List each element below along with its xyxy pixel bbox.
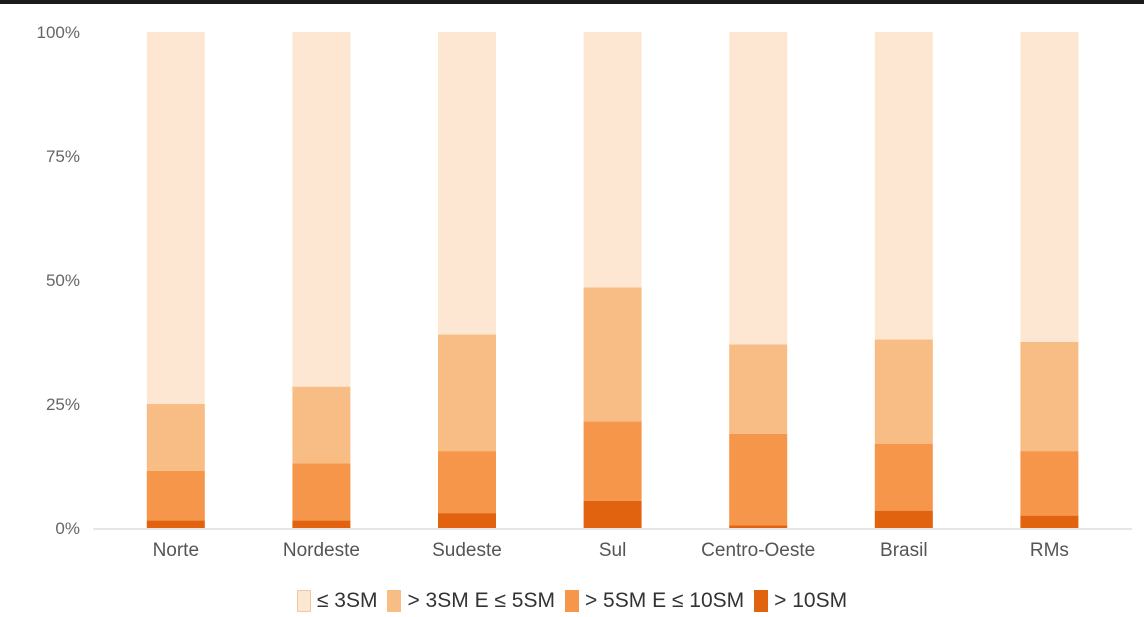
y-axis: 0% 25% 50% 75% 100% bbox=[37, 23, 80, 538]
x-category-label: Nordeste bbox=[283, 540, 360, 561]
bar-segment bbox=[1020, 451, 1079, 516]
x-category-label: Sudeste bbox=[432, 540, 502, 561]
bar-segment bbox=[292, 463, 351, 521]
x-axis: Norte Nordeste Sudeste Sul Centro-Oeste Brasi… bbox=[153, 540, 1069, 561]
legend: ≤ 3SM > 3SM E ≤ 5SM > 5SM E ≤ 10SM > 10SM bbox=[0, 586, 1144, 616]
top-border-rule bbox=[0, 0, 1144, 4]
bar-segment bbox=[146, 520, 205, 528]
legend-swatch bbox=[296, 590, 311, 612]
stacked-bar-chart: 0% 25% 50% 75% 100% Norte Nordeste Sudeste Sul C… bbox=[37, 23, 1133, 561]
y-tick-label: 0% bbox=[55, 519, 80, 538]
bar-segment bbox=[874, 339, 933, 444]
legend-swatch bbox=[754, 590, 769, 612]
x-category-label: Centro-Oeste bbox=[701, 540, 815, 561]
x-category-label: Sul bbox=[599, 540, 626, 561]
bar-segment bbox=[874, 510, 933, 528]
y-tick-label: 75% bbox=[46, 147, 80, 166]
bar-segment bbox=[292, 520, 351, 528]
bar-segment bbox=[1020, 342, 1079, 452]
bar-segment bbox=[438, 451, 496, 514]
bar-segment bbox=[292, 386, 351, 464]
y-tick-label: 50% bbox=[46, 271, 80, 290]
bar-segment bbox=[146, 470, 205, 521]
legend-item: > 5SM E ≤ 10SM bbox=[564, 589, 745, 613]
bar-segment bbox=[729, 32, 788, 345]
y-tick-label: 100% bbox=[37, 23, 80, 42]
x-category-label: Brasil bbox=[880, 540, 928, 561]
bar-segment bbox=[729, 344, 788, 434]
legend-label: > 5SM E ≤ 10SM bbox=[584, 589, 745, 612]
bar-segment bbox=[729, 433, 788, 526]
bar-segment bbox=[292, 32, 351, 387]
bar-segment bbox=[583, 421, 642, 501]
bar-segment bbox=[583, 32, 642, 288]
bars bbox=[146, 32, 1079, 528]
legend-label: > 3SM E ≤ 5SM bbox=[407, 589, 555, 612]
y-tick-label: 25% bbox=[46, 395, 80, 414]
bar-segment bbox=[146, 32, 205, 404]
legend-item: > 10SM bbox=[754, 589, 847, 613]
legend-swatch bbox=[564, 590, 579, 612]
bar-segment bbox=[438, 334, 496, 452]
bar-segment bbox=[438, 32, 496, 335]
x-category-label: RMs bbox=[1030, 540, 1069, 561]
legend-swatch bbox=[387, 590, 402, 612]
legend-label: ≤ 3SM bbox=[316, 589, 378, 612]
bar-segment bbox=[146, 404, 205, 471]
bar-segment bbox=[583, 500, 642, 528]
bar-segment bbox=[438, 513, 496, 528]
bar-segment bbox=[874, 443, 933, 511]
bar-segment bbox=[1020, 515, 1079, 528]
x-category-label: Norte bbox=[153, 540, 199, 561]
legend-item: > 3SM E ≤ 5SM bbox=[387, 589, 555, 613]
bar-segment bbox=[729, 525, 788, 528]
legend-item: ≤ 3SM bbox=[296, 589, 378, 613]
bar-segment bbox=[874, 32, 933, 340]
legend-label: > 10SM bbox=[774, 589, 848, 612]
bar-segment bbox=[583, 287, 642, 422]
bar-segment bbox=[1020, 32, 1079, 342]
